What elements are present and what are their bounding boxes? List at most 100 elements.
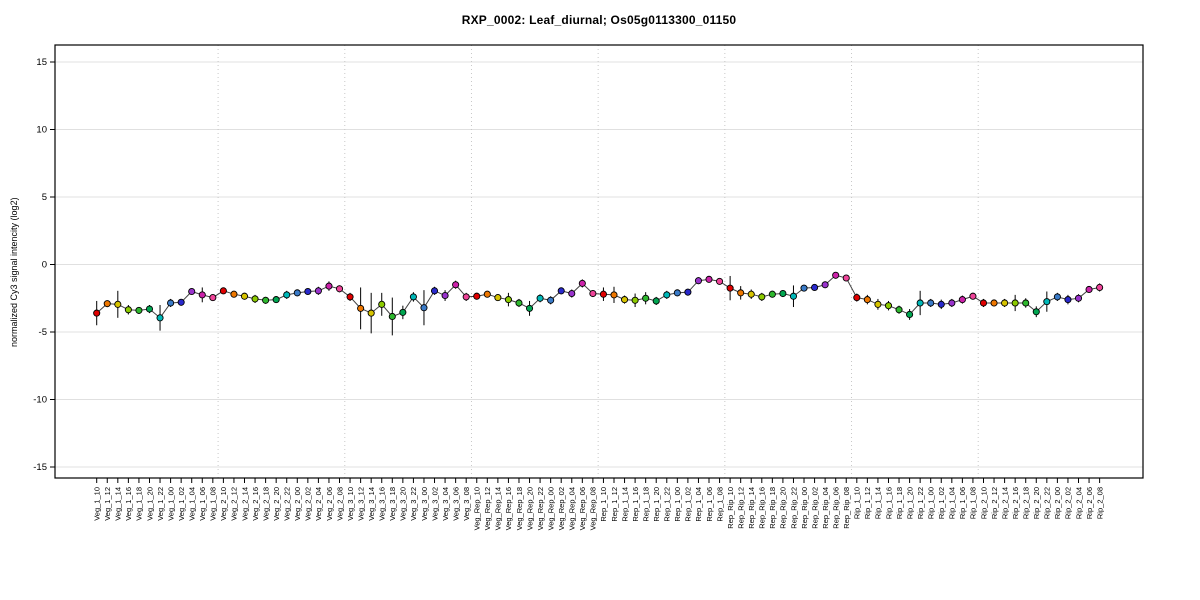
data-point — [1043, 298, 1051, 306]
x-tick-label: Veg_2_04 — [314, 487, 323, 521]
data-point — [599, 290, 607, 298]
x-tick-label: Rep_1_00 — [673, 487, 682, 522]
data-point — [504, 296, 512, 304]
data-point — [325, 282, 333, 290]
data-point — [240, 292, 249, 300]
x-tick-label: Veg_Rep_04 — [568, 487, 577, 530]
x-tick-label: Veg_1_04 — [188, 487, 197, 521]
x-tick-label: Rep_1_10 — [599, 487, 608, 522]
data-point — [335, 285, 344, 293]
data-points — [93, 271, 1104, 322]
data-point — [716, 277, 724, 285]
x-tick-label: Veg_1_00 — [166, 487, 175, 521]
data-point — [293, 289, 301, 297]
x-tick-label: Veg_3_06 — [451, 487, 460, 521]
x-tick-label: Veg_Rep_06 — [578, 487, 587, 530]
data-point — [462, 293, 470, 301]
data-point — [631, 296, 639, 304]
data-point — [958, 296, 966, 304]
x-tick-label: Veg_3_08 — [462, 487, 471, 521]
data-point — [758, 293, 766, 301]
x-tick-label: Rep_1_02 — [684, 487, 693, 522]
data-point — [515, 299, 523, 307]
data-point — [779, 289, 787, 298]
y-tick-label: 15 — [36, 57, 47, 68]
y-tick-label: -5 — [39, 327, 47, 338]
data-point — [652, 297, 660, 305]
x-tick-label: Rip_1_00 — [927, 487, 936, 519]
x-tick-label: Rep_1_04 — [694, 487, 703, 522]
data-point — [884, 302, 893, 310]
data-point — [114, 300, 122, 308]
data-point — [568, 289, 576, 298]
data-point — [209, 294, 217, 302]
x-tick-label: Rip_1_08 — [969, 487, 978, 519]
data-point — [262, 296, 270, 304]
data-point — [346, 293, 354, 301]
data-point — [1001, 299, 1009, 307]
data-point — [557, 287, 565, 295]
data-point — [927, 299, 935, 307]
x-tick-label: Rep_Rip_08 — [842, 487, 851, 529]
x-tick-label: Veg_1_18 — [135, 487, 144, 521]
x-tick-label: Rip_1_06 — [958, 487, 967, 519]
data-point — [642, 294, 650, 302]
plot-frame — [54, 44, 1144, 479]
data-point — [1096, 283, 1104, 292]
x-tick-label: Veg_Rep_20 — [525, 487, 534, 530]
data-point — [589, 289, 597, 298]
x-tick-label: Veg_3_22 — [409, 487, 418, 521]
data-point — [494, 294, 502, 302]
data-point — [1032, 308, 1040, 316]
x-tick-label: Rep_1_20 — [652, 487, 661, 522]
data-point — [198, 291, 206, 299]
data-point — [1074, 294, 1083, 302]
data-point — [747, 290, 755, 298]
x-tick-label: Veg_2_08 — [335, 487, 344, 521]
data-point — [367, 309, 375, 317]
x-tick-label: Rep_Rip_02 — [810, 487, 819, 529]
data-point — [916, 299, 924, 307]
data-point — [1085, 285, 1093, 294]
x-tick-label: Veg_Rep_12 — [483, 487, 492, 530]
x-tick-label: Rep_Rip_14 — [747, 487, 756, 529]
x-tick-label: Veg_3_00 — [420, 487, 429, 521]
x-tick-label: Rip_2_00 — [1053, 487, 1062, 519]
data-point — [314, 287, 322, 295]
x-tick-label: Veg_Rep_22 — [536, 487, 545, 530]
x-tick-label: Rep_Rip_06 — [831, 487, 840, 529]
data-point — [969, 292, 977, 300]
y-tick-label: -10 — [33, 395, 47, 406]
x-tick-label: Rep_Rip_16 — [758, 487, 767, 529]
x-tick-label: Rep_Rip_20 — [779, 487, 788, 529]
data-point — [304, 287, 312, 296]
x-tick-label: Rep_1_14 — [620, 487, 629, 522]
x-tick-label: Rep_1_12 — [610, 487, 619, 522]
x-tick-label: Veg_1_20 — [145, 487, 154, 521]
x-tick-label: Veg_3_02 — [430, 487, 439, 521]
x-tick-label: Veg_1_06 — [198, 487, 207, 521]
y-tick-label: 0 — [42, 260, 47, 271]
x-tick-label: Rip_1_20 — [905, 487, 914, 519]
data-point — [547, 296, 555, 304]
x-tick-label: Veg_2_06 — [325, 487, 334, 521]
x-tick-label: Rip_2_16 — [1011, 487, 1020, 519]
data-point — [409, 293, 417, 301]
data-point — [473, 292, 481, 300]
data-point — [357, 304, 365, 312]
data-point — [156, 314, 164, 322]
data-point — [832, 271, 840, 279]
x-tick-label: Rep_Rip_12 — [736, 487, 745, 529]
y-tick-label: 10 — [36, 125, 47, 136]
x-tick-label: Veg_3_18 — [388, 487, 397, 521]
x-axis: Veg_1_10 Veg_1_12 Veg_1_14 Veg_1_16 Veg_1_18… — [93, 478, 1104, 530]
x-tick-label: Rep_Rip_10 — [726, 487, 735, 529]
data-point — [135, 306, 143, 314]
x-tick-label: Rip_2_04 — [1074, 487, 1083, 519]
x-tick-label: Veg_Rep_02 — [557, 487, 566, 530]
x-tick-label: Rep_1_16 — [631, 487, 640, 522]
x-tick-label: Rip_1_18 — [895, 487, 904, 519]
data-point — [1053, 293, 1061, 301]
x-tick-label: Rip_1_22 — [916, 487, 925, 519]
